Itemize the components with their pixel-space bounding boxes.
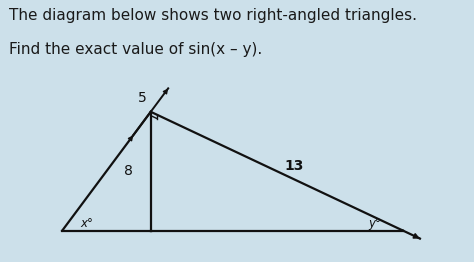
Text: y°: y°: [368, 217, 381, 230]
Text: Find the exact value of sin(x – y).: Find the exact value of sin(x – y).: [9, 42, 263, 57]
Text: 13: 13: [284, 159, 303, 173]
Text: The diagram below shows two right-angled triangles.: The diagram below shows two right-angled…: [9, 8, 418, 23]
Text: 5: 5: [138, 91, 147, 105]
Text: 8: 8: [124, 164, 133, 178]
Text: x°: x°: [81, 217, 93, 230]
